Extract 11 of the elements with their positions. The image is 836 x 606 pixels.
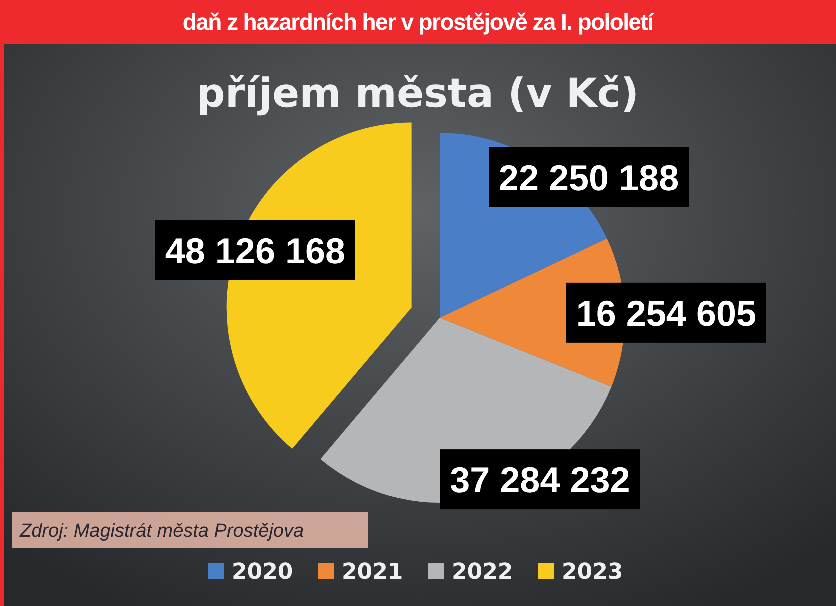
chart-title: daň z hazardních her v prostějově za I. pololetí xyxy=(182,9,655,35)
data-label: 37 284 232 xyxy=(450,460,630,501)
chart-subtitle: příjem města (v Kč) xyxy=(196,71,640,117)
legend-label: 2022 xyxy=(452,560,514,585)
text: Zdroj: Magistrát města Prostějova xyxy=(19,521,304,542)
data-label: 22 250 188 xyxy=(498,157,680,198)
data-label: 48 126 168 xyxy=(165,230,346,272)
legend-label: 2021 xyxy=(342,560,404,585)
legend-label: 2020 xyxy=(232,560,294,585)
legend-label: 2023 xyxy=(562,560,624,585)
data-label: 16 254 605 xyxy=(576,292,757,334)
